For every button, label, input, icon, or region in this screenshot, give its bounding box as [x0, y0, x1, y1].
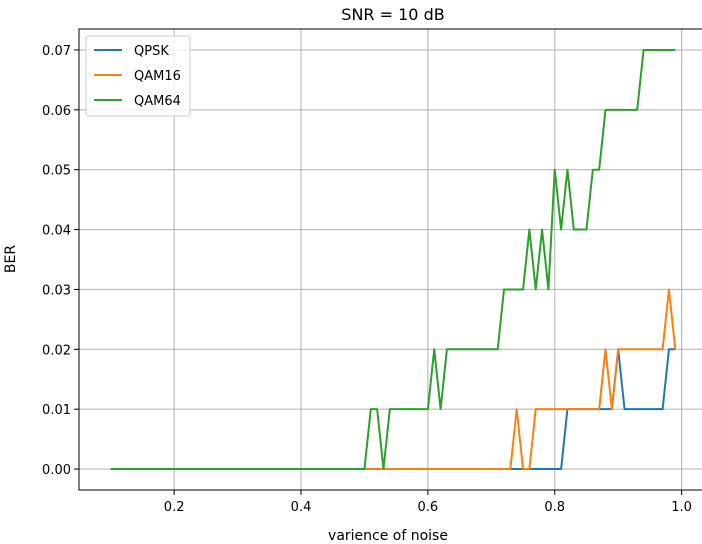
plot-frame [78, 28, 702, 491]
y-tick-label: 0.04 [42, 224, 71, 239]
y-axis: 0.00 0.01 0.02 0.03 0.04 0.05 0.06 0.07 [42, 44, 79, 478]
legend-label-qam64: QAM64 [134, 94, 181, 109]
y-axis-label: BER [3, 245, 19, 273]
legend: QPSK QAM16 QAM64 [85, 35, 191, 117]
y-tick-label: 0.06 [42, 104, 71, 119]
y-tick-label: 0.00 [42, 463, 71, 478]
x-tick-label: 0.2 [164, 500, 185, 515]
y-tick-label: 0.05 [42, 164, 71, 179]
legend-box [85, 35, 191, 117]
x-tick-label: 0.8 [544, 500, 565, 515]
legend-label-qpsk: QPSK [134, 44, 169, 59]
y-tick-label: 0.02 [42, 343, 71, 358]
x-tick-label: 0.4 [291, 500, 312, 515]
y-tick-label: 0.03 [42, 283, 71, 298]
legend-label-qam16: QAM16 [134, 69, 181, 84]
x-tick-label: 1.0 [671, 500, 692, 515]
series-line-qam16 [110, 288, 677, 471]
chart-title: SNR = 10 dB [341, 5, 444, 24]
series-line-qam64 [110, 48, 676, 471]
plot-series [110, 48, 677, 471]
x-axis-label: varience of noise [328, 528, 448, 544]
grid [79, 29, 702, 490]
y-tick-label: 0.07 [42, 44, 71, 59]
x-axis: 0.2 0.4 0.6 0.8 1.0 [164, 490, 692, 515]
y-tick-label: 0.01 [42, 403, 71, 418]
x-tick-label: 0.6 [418, 500, 439, 515]
